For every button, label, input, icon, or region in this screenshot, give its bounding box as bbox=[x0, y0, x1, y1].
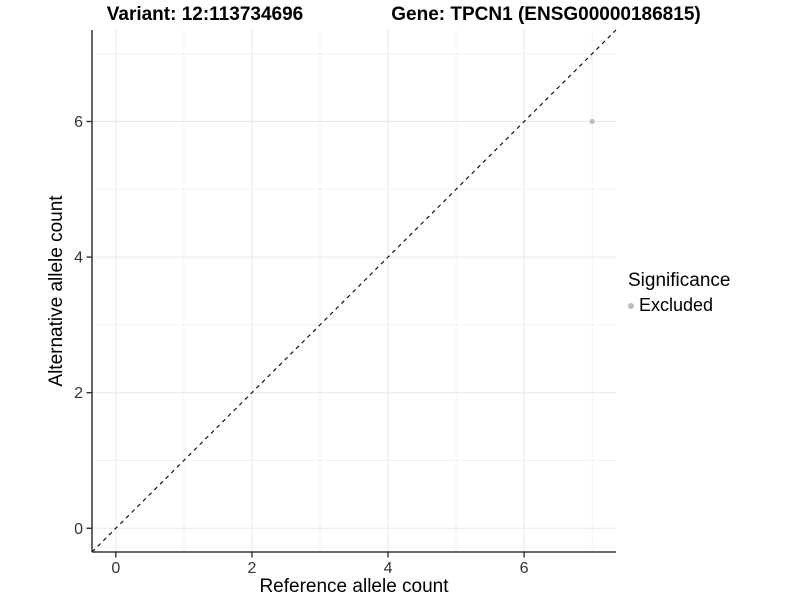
legend-point-swatch-icon bbox=[628, 302, 634, 309]
y-axis-title: Alternative allele count bbox=[46, 195, 67, 387]
y-tick-label: 2 bbox=[74, 385, 83, 402]
y-tick-label: 4 bbox=[74, 250, 83, 267]
x-tick-labels: 0 2 4 6 bbox=[111, 560, 528, 577]
y-tick-labels: 0 2 4 6 bbox=[74, 114, 83, 538]
grid-minor bbox=[92, 30, 616, 552]
x-axis-title: Reference allele count bbox=[259, 576, 449, 597]
axis-lines bbox=[91, 30, 616, 553]
plot-title-gene: Gene: TPCN1 (ENSG00000186815) bbox=[391, 4, 701, 25]
legend-item-label: Excluded bbox=[639, 295, 714, 315]
data-points bbox=[589, 118, 595, 125]
data-point-excluded bbox=[589, 118, 595, 125]
plot-title-variant: Variant: 12:113734696 bbox=[106, 4, 304, 25]
x-tick-label: 4 bbox=[384, 560, 393, 577]
x-tick-label: 2 bbox=[247, 560, 256, 577]
x-tick-label: 0 bbox=[111, 560, 120, 577]
axis-ticks bbox=[86, 120, 525, 558]
y-tick-label: 0 bbox=[74, 521, 83, 538]
identity-dashed-line bbox=[91, 29, 617, 553]
y-tick-label: 6 bbox=[74, 114, 83, 131]
grid-major bbox=[92, 30, 616, 552]
legend: Significance Excluded bbox=[628, 270, 730, 316]
legend-item-excluded: Excluded bbox=[628, 295, 730, 316]
x-tick-label: 6 bbox=[520, 560, 529, 577]
legend-title: Significance bbox=[628, 270, 731, 291]
